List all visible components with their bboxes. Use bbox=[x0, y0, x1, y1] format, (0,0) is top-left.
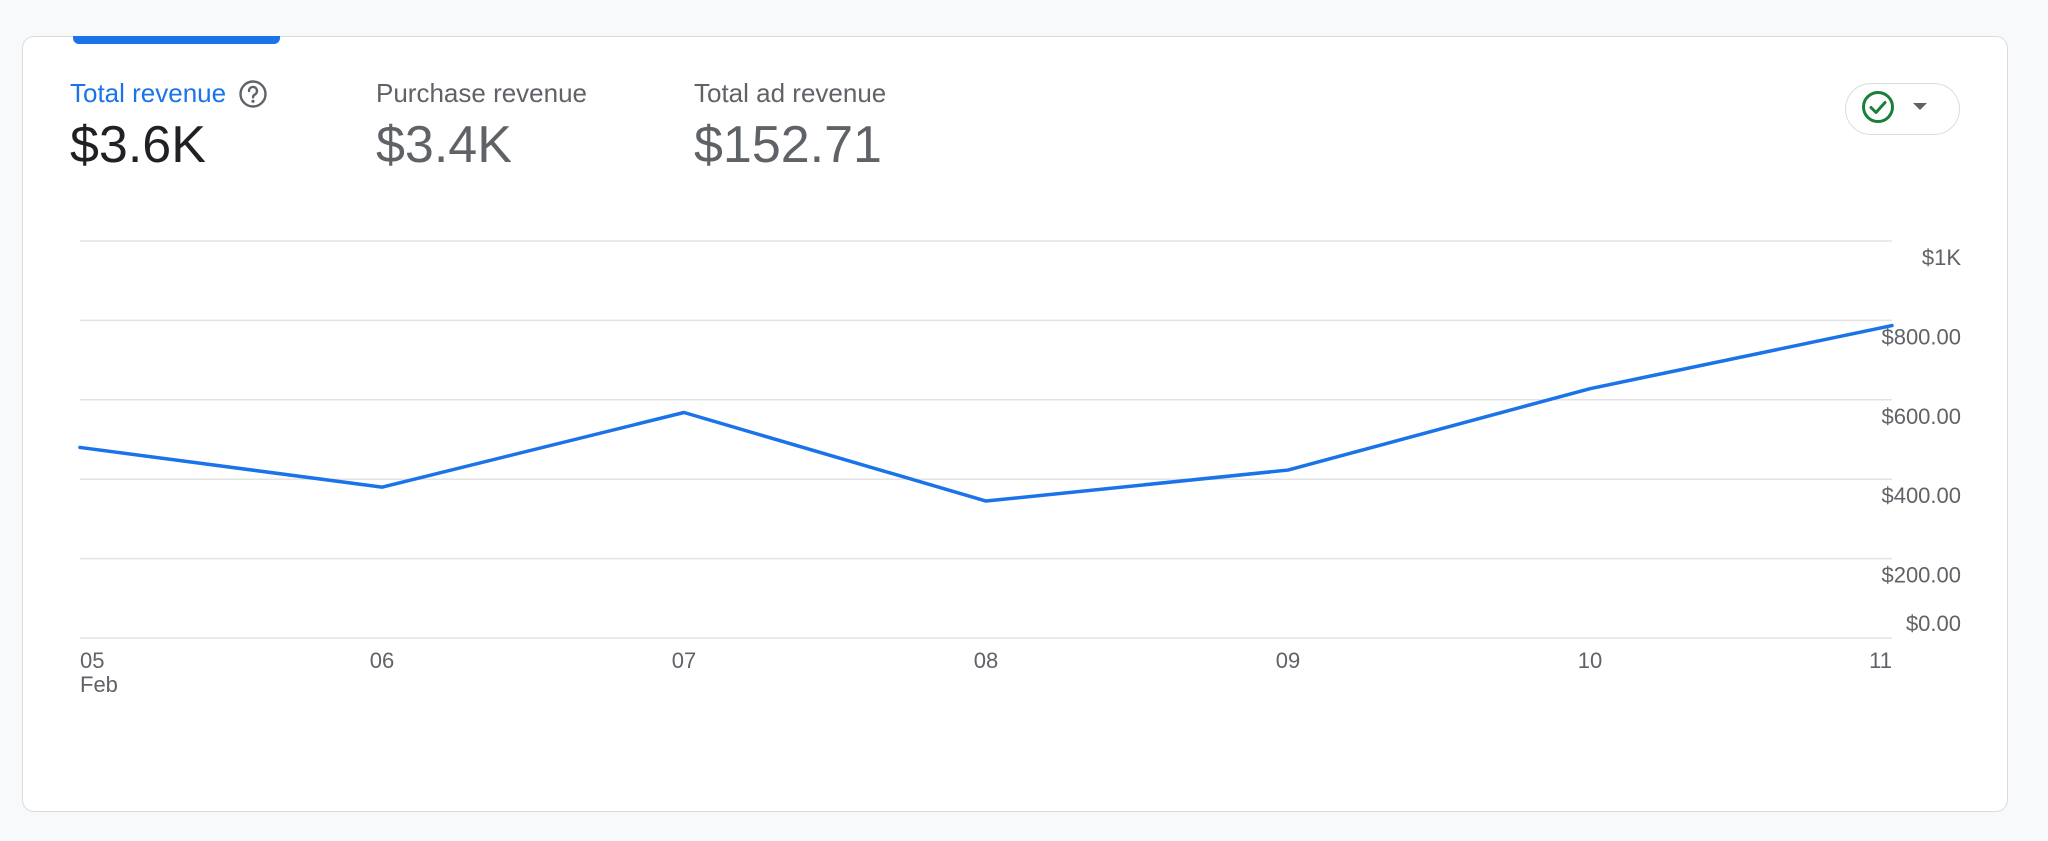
check-circle-icon bbox=[1860, 89, 1896, 130]
metric-total-revenue[interactable]: Total revenue $3.6K bbox=[70, 78, 268, 171]
x-tick-label: 09 bbox=[1276, 648, 1300, 673]
revenue-card bbox=[22, 36, 2008, 812]
x-tick-label: 07 bbox=[672, 648, 696, 673]
active-tab-indicator bbox=[73, 36, 280, 44]
x-tick-label: 11 bbox=[1869, 648, 1892, 673]
metric-label: Total revenue bbox=[70, 78, 227, 108]
y-tick-label: $400.00 bbox=[1881, 483, 1961, 508]
metric-value: $3.4K bbox=[376, 116, 512, 174]
comparison-dropdown-button[interactable] bbox=[1845, 83, 1960, 135]
metric-value: $3.6K bbox=[70, 116, 206, 174]
caret-down-icon bbox=[1910, 97, 1930, 122]
series-line-total-revenue[interactable] bbox=[78, 323, 1894, 503]
help-circle-icon[interactable] bbox=[238, 79, 268, 109]
metric-total-ad-revenue[interactable]: Total ad revenue $152.71 bbox=[694, 78, 886, 171]
y-tick-label: $0.00 bbox=[1906, 611, 1961, 636]
metric-value: $152.71 bbox=[694, 116, 882, 174]
x-tick-label: 05 bbox=[80, 648, 104, 673]
y-tick-label: $1K bbox=[1922, 245, 1961, 270]
metric-purchase-revenue[interactable]: Purchase revenue $3.4K bbox=[376, 78, 587, 171]
y-tick-label: $600.00 bbox=[1881, 404, 1961, 429]
y-tick-label: $200.00 bbox=[1881, 563, 1961, 588]
metric-label: Purchase revenue bbox=[376, 78, 588, 108]
y-tick-label: $800.00 bbox=[1881, 324, 1961, 349]
x-tick-label: 10 bbox=[1578, 648, 1602, 673]
x-tick-label: 08 bbox=[974, 648, 998, 673]
x-tick-month-label: Feb bbox=[80, 672, 118, 697]
x-tick-label: 06 bbox=[370, 648, 394, 673]
metric-label: Total ad revenue bbox=[694, 78, 887, 108]
